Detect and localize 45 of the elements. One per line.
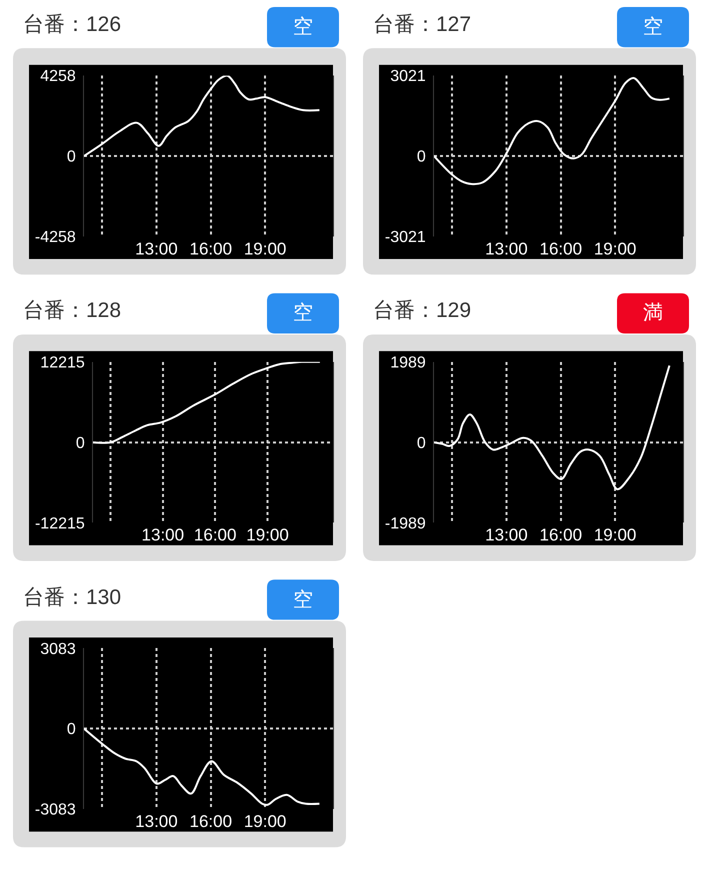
y-tick-label: 0 (66, 148, 76, 166)
x-tick-label: 16:00 (539, 526, 582, 545)
line-series (84, 728, 320, 806)
y-tick-label: 0 (76, 434, 85, 452)
line-series (93, 362, 321, 444)
text: 満 (643, 302, 663, 324)
text: 空 (293, 589, 313, 611)
chart-title: 台番：129 (373, 299, 472, 322)
text: 空 (293, 16, 313, 38)
x-tick-label: 19:00 (594, 239, 636, 258)
chart-title: 台番：128 (23, 299, 122, 322)
x-tick-label: 13:00 (485, 526, 528, 545)
line-series (434, 77, 670, 186)
y-tick-label: 0 (66, 721, 76, 738)
text: 空 (293, 302, 313, 324)
line-series (434, 364, 670, 490)
x-tick-label: 19:00 (244, 239, 286, 258)
y-tick-label: 3083 (40, 640, 76, 658)
x-tick-label: 19:00 (246, 526, 289, 545)
y-tick-label: -4258 (34, 229, 76, 246)
x-tick-label: 16:00 (189, 812, 232, 832)
x-tick-label: 13:00 (135, 812, 178, 832)
y-tick-label: -3083 (34, 802, 76, 819)
chart-title: 台番：127 (373, 13, 472, 36)
x-tick-label: 16:00 (189, 239, 232, 258)
y-tick-label: 3021 (390, 68, 426, 86)
y-tick-label: 12215 (40, 354, 85, 372)
chart-title: 台番：130 (23, 586, 122, 609)
x-tick-label: 16:00 (539, 239, 582, 258)
y-tick-label: -3021 (384, 229, 426, 246)
x-tick-label: 19:00 (244, 812, 286, 832)
y-tick-label: -1989 (384, 515, 426, 532)
x-tick-label: 16:00 (194, 526, 236, 545)
y-tick-label: 1989 (390, 354, 426, 372)
y-tick-label: 4258 (40, 68, 76, 86)
x-tick-label: 13:00 (135, 239, 178, 258)
y-tick-label: -12215 (34, 515, 85, 532)
line-series (84, 76, 320, 158)
text: 空 (643, 16, 663, 38)
y-tick-label: 0 (416, 434, 426, 452)
chart-title: 台番：126 (23, 13, 122, 36)
x-tick-label: 13:00 (485, 239, 528, 258)
x-tick-label: 19:00 (594, 526, 636, 545)
x-tick-label: 13:00 (142, 526, 184, 545)
y-tick-label: 0 (416, 148, 426, 166)
